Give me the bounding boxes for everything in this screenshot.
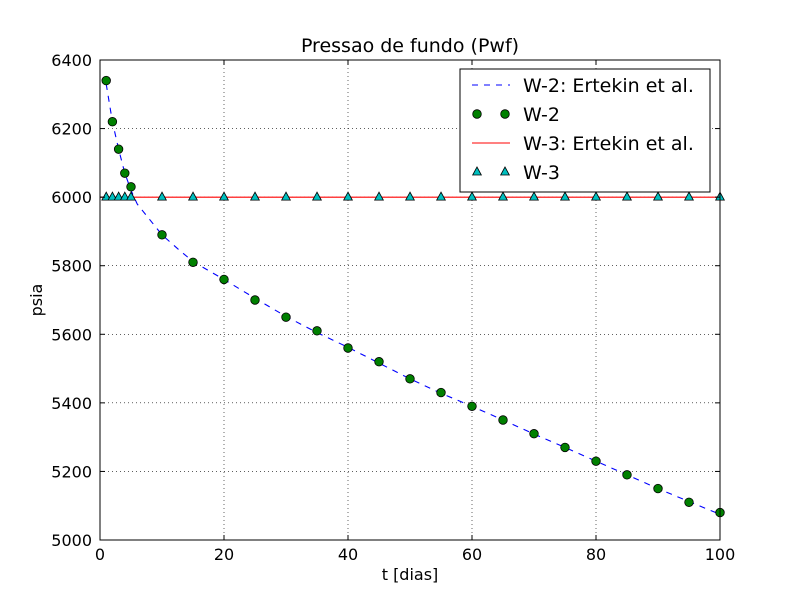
data-point-w-3 [435,191,447,201]
legend-label-w-2-ertekin-et-al: W-2: Ertekin et al. [523,75,694,97]
legend-swatch-w-2 [472,109,482,119]
data-point-w-3 [342,191,354,201]
data-point-w-2 [405,374,415,384]
data-point-w-2 [436,387,446,398]
data-point-w-2 [107,117,118,127]
data-point-w-2 [188,257,198,267]
data-point-w-3 [187,191,199,201]
ticks: 0 20 40 60 80 100 5000 5200 5400 5600 5800 6000 6200… [51,51,735,564]
data-point-w-3 [559,191,571,201]
y-tick-label: 5800 [51,257,92,276]
x-axis-label: t [dias] [382,565,439,584]
legend-label-w-2: W-2 [523,104,560,126]
data-point-w-2 [560,442,570,453]
data-point-w-3 [683,191,695,201]
data-point-w-2 [653,483,663,494]
data-point-w-3 [119,191,130,201]
y-tick-label: 5000 [51,531,92,550]
data-point-w-3 [497,191,509,201]
legend-swatch-w-3 [471,166,483,176]
data-point-w-3 [280,191,292,201]
data-point-w-3 [156,191,168,201]
data-point-w-2 [529,429,539,439]
y-tick-label: 5200 [51,462,92,481]
legend-swatch-w-3 [499,166,511,176]
data-point-w-3 [107,191,118,201]
data-point-w-2 [343,343,353,353]
data-point-w-2 [281,312,291,322]
data-point-w-2 [101,75,111,86]
y-axis-label: psia [27,284,46,317]
data-point-w-2 [250,295,260,305]
x-tick-label: 0 [95,545,105,564]
data-point-w-3 [218,191,230,201]
x-tick-label: 20 [214,545,234,564]
x-tick-label: 60 [462,545,482,564]
data-point-w-2 [126,182,136,192]
data-point-w-2 [622,470,632,480]
data-point-w-2 [374,357,384,367]
data-point-w-3 [590,191,602,201]
y-tick-label: 6000 [51,188,92,207]
data-point-w-2 [498,415,508,425]
data-point-w-3 [101,191,112,201]
data-point-w-3 [249,191,261,201]
y-tick-label: 6200 [51,120,92,139]
legend: W-2: Ertekin et al. W-2 W-3: Ertekin et al… [459,68,711,193]
legend-label-w-3: W-3 [523,162,560,184]
legend-swatch-w-2 [500,109,510,119]
data-point-w-2 [684,497,694,507]
data-point-w-2 [219,274,229,285]
data-point-w-2 [467,401,477,411]
legend-label-w-3-ertekin-et-al: W-3: Ertekin et al. [523,133,694,155]
data-point-w-3 [404,191,416,201]
data-point-w-3 [621,191,633,201]
data-point-w-3 [311,191,323,201]
data-point-w-3 [113,191,124,201]
data-point-w-3 [373,191,385,201]
data-point-w-2 [312,326,322,336]
legend-box [459,68,711,193]
series-layer [100,75,726,518]
data-point-w-2 [113,144,124,154]
plot-frame [99,59,721,541]
data-point-w-2 [120,168,130,178]
data-point-w-3 [652,191,664,201]
data-point-w-3 [125,191,137,201]
x-tick-label: 80 [586,545,606,564]
data-point-w-2 [157,230,167,240]
x-tick-label: 100 [705,545,736,564]
data-point-w-3 [466,191,478,201]
x-tick-label: 40 [338,545,358,564]
y-tick-label: 5400 [51,394,92,413]
data-point-w-2 [591,456,601,466]
y-tick-label: 5600 [51,325,92,344]
y-tick-label: 6400 [51,51,92,70]
data-point-w-3 [528,191,540,201]
chart-title: Pressao de fundo (Pwf) [301,35,519,57]
